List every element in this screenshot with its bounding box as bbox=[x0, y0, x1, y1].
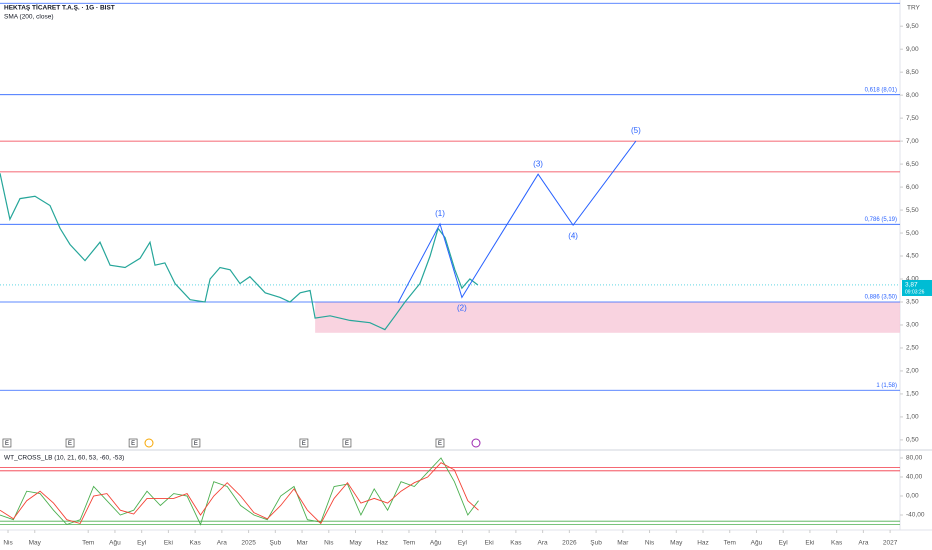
x-tick-label: May bbox=[349, 540, 362, 547]
y-tick-label: 40,00 bbox=[906, 474, 923, 481]
y-tick-label: 80,00 bbox=[906, 455, 923, 462]
y-tick-label: 8,50 bbox=[906, 69, 919, 76]
event-label: E bbox=[438, 441, 442, 447]
event-label: E bbox=[302, 441, 306, 447]
indicator-label: SMA (200, close) bbox=[4, 14, 54, 21]
chart-title: HEKTAŞ TİCARET T.A.Ş. · 1G · BIST bbox=[4, 4, 115, 12]
y-tick-label: 2,00 bbox=[906, 368, 919, 375]
y-tick-label: 0,50 bbox=[906, 437, 919, 444]
x-tick-label: Nis bbox=[3, 540, 13, 547]
dividend-icon[interactable] bbox=[144, 438, 154, 448]
x-tick-label: Mar bbox=[617, 540, 629, 547]
y-tick-label: 1,50 bbox=[906, 391, 919, 398]
level-label: 0,886 (3,50) bbox=[865, 295, 897, 301]
event-marker bbox=[299, 438, 309, 448]
last-price-label: 3,87 bbox=[905, 282, 918, 289]
event-marker bbox=[2, 438, 12, 448]
y-tick-label: 0,00 bbox=[906, 493, 919, 500]
wave-label: (1) bbox=[435, 209, 445, 218]
y-tick-label: 9,50 bbox=[906, 23, 919, 30]
y-tick-label: -40,00 bbox=[906, 512, 925, 519]
y-tick-label: 5,00 bbox=[906, 230, 919, 237]
wave-label: (5) bbox=[631, 126, 641, 135]
event-label: E bbox=[345, 441, 349, 447]
y-tick-label: 3,50 bbox=[906, 299, 919, 306]
last-price-time: 09:03:26 bbox=[905, 289, 925, 295]
x-tick-label: Eki bbox=[164, 540, 173, 547]
x-tick-label: May bbox=[670, 540, 683, 547]
y-tick-label: 2,50 bbox=[906, 345, 919, 352]
x-tick-label: Haz bbox=[697, 540, 709, 547]
x-tick-label: Tem bbox=[403, 540, 415, 547]
event-label: E bbox=[5, 441, 9, 447]
wave-line bbox=[397, 140, 637, 304]
x-tick-label: Eyl bbox=[137, 540, 147, 547]
event-marker bbox=[65, 438, 75, 448]
level-label: 1 (1,58) bbox=[876, 383, 897, 389]
x-tick-label: Tem bbox=[82, 540, 94, 547]
y-tick-label: 8,00 bbox=[906, 92, 919, 99]
x-tick-label: Şub bbox=[590, 540, 602, 547]
y-tick-label: 3,00 bbox=[906, 322, 919, 329]
y-tick-label: 6,50 bbox=[906, 161, 919, 168]
wave-label: (3) bbox=[533, 159, 543, 168]
split-icon[interactable] bbox=[471, 438, 481, 448]
wave-label: (2) bbox=[457, 304, 467, 313]
y-tick-label: 5,50 bbox=[906, 207, 919, 214]
x-tick-label: Haz bbox=[376, 540, 388, 547]
x-tick-label: May bbox=[29, 540, 42, 547]
y-tick-label: 6,00 bbox=[906, 184, 919, 191]
x-tick-label: Eyl bbox=[779, 540, 789, 547]
y-tick-label: 9,00 bbox=[906, 46, 919, 53]
demand-zone bbox=[315, 301, 901, 333]
last-price-box bbox=[902, 279, 932, 296]
currency: TRY bbox=[907, 5, 921, 12]
x-tick-label: Kas bbox=[510, 540, 522, 547]
event-marker bbox=[435, 438, 445, 448]
x-tick-label: Ara bbox=[217, 540, 228, 547]
x-tick-label: Eki bbox=[485, 540, 494, 547]
x-tick-label: Ara bbox=[858, 540, 869, 547]
y-tick-label: 4,50 bbox=[906, 253, 919, 260]
event-marker bbox=[191, 438, 201, 448]
event-label: E bbox=[68, 441, 72, 447]
x-tick-label: 2026 bbox=[562, 540, 577, 547]
x-tick-label: Ağu bbox=[109, 540, 121, 547]
x-tick-label: Tem bbox=[724, 540, 736, 547]
y-tick-label: 7,50 bbox=[906, 115, 919, 122]
x-tick-label: Ara bbox=[538, 540, 549, 547]
oscillator-title: WT_CROSS_LB (10, 21, 60, 53, -60, -53) bbox=[4, 455, 124, 462]
x-tick-label: Ağu bbox=[430, 540, 442, 547]
event-marker bbox=[342, 438, 352, 448]
x-tick-label: Kas bbox=[831, 540, 843, 547]
y-tick-label: 1,00 bbox=[906, 414, 919, 421]
y-tick-label: 4,00 bbox=[906, 276, 919, 283]
event-marker bbox=[128, 438, 138, 448]
x-tick-label: Ağu bbox=[751, 540, 763, 547]
price-line bbox=[0, 457, 479, 526]
x-tick-label: Şub bbox=[270, 540, 282, 547]
x-tick-label: Eyl bbox=[458, 540, 468, 547]
x-tick-label: Kas bbox=[190, 540, 202, 547]
level-label: 0,786 (5,19) bbox=[865, 217, 897, 223]
y-tick-label: 7,00 bbox=[906, 138, 919, 145]
wave-label: (4) bbox=[568, 231, 578, 240]
price-line bbox=[0, 462, 479, 525]
x-tick-label: Nis bbox=[645, 540, 655, 547]
x-tick-label: 2025 bbox=[241, 540, 256, 547]
x-tick-label: Mar bbox=[296, 540, 308, 547]
x-tick-label: Eki bbox=[805, 540, 814, 547]
x-tick-label: Nis bbox=[324, 540, 334, 547]
event-label: E bbox=[131, 441, 135, 447]
price-line bbox=[0, 173, 479, 331]
x-tick-label: 2027 bbox=[883, 540, 898, 547]
event-label: E bbox=[194, 441, 198, 447]
level-label: 0,618 (8,01) bbox=[865, 87, 897, 93]
